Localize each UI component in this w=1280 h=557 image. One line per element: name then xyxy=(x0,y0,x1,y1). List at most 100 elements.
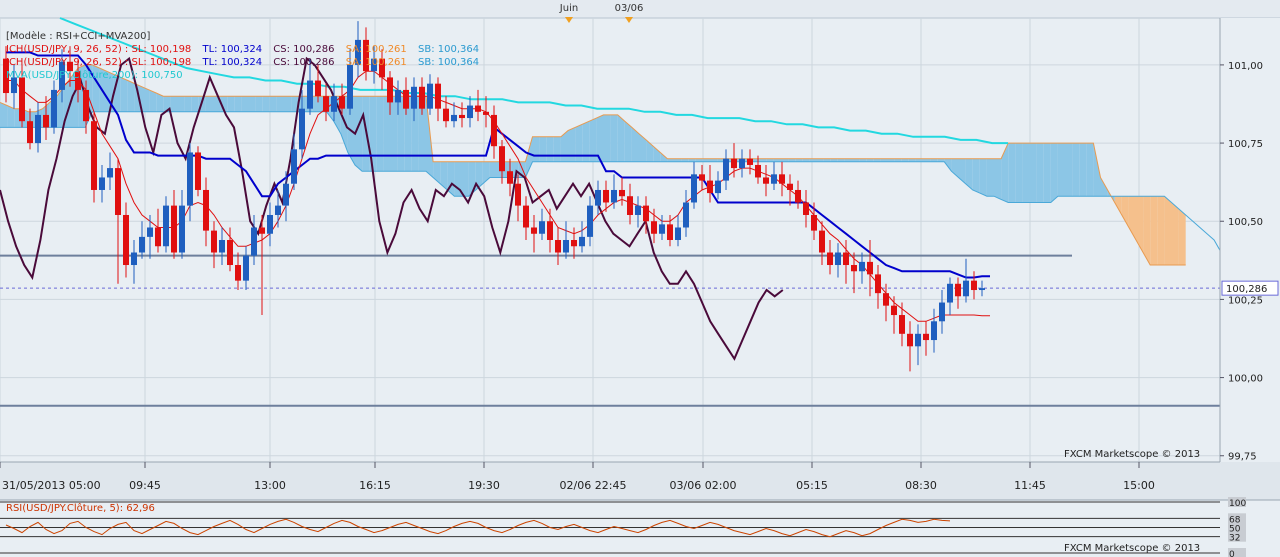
time-axis-bg xyxy=(0,462,1280,502)
candle-bear xyxy=(443,108,449,122)
candle-bear xyxy=(923,333,929,341)
candle-bear xyxy=(435,83,441,109)
price-tick-label: 99,75 xyxy=(1228,452,1257,463)
candle-bear xyxy=(571,240,577,247)
candle-bear xyxy=(627,196,633,215)
cloud-segment xyxy=(923,158,931,162)
cloud-segment xyxy=(759,158,767,162)
legend-ichimoku-row-2: ICH(USD/JPY, 9, 26, 52) : SL: 100,198 TL… xyxy=(6,56,487,69)
time-tick-label: 31/05/2013 05:00 xyxy=(2,479,101,492)
event-bar: Juin 03/06 xyxy=(0,0,1280,23)
candle-bull xyxy=(771,174,777,184)
time-tick-label: 19:30 xyxy=(468,479,500,492)
legend-ich-2: ICH(USD/JPY, 9, 26, 52) : SL: 100,198 xyxy=(6,57,192,68)
candle-bull xyxy=(411,86,417,109)
candle-bear xyxy=(643,205,649,222)
candle-bull xyxy=(99,177,105,190)
time-tick-label: 13:00 xyxy=(254,479,286,492)
time-tick-label: 09:45 xyxy=(129,479,161,492)
candle-bull xyxy=(371,58,377,72)
cloud-segment xyxy=(1086,143,1094,197)
cloud-segment xyxy=(163,96,171,112)
price-tick-label: 100,50 xyxy=(1228,217,1263,228)
candle-bear xyxy=(851,265,857,272)
rsi-level-label: 32 xyxy=(1229,534,1240,544)
candle-bull xyxy=(451,114,457,122)
rsi-level-box xyxy=(1228,513,1246,524)
candle-bull xyxy=(579,236,585,247)
candle-bull xyxy=(979,288,985,291)
cloud-segment xyxy=(241,96,249,112)
candle-bull xyxy=(147,227,153,237)
time-tick-label: 16:15 xyxy=(359,479,391,492)
cloud-segment xyxy=(475,161,483,190)
cloud-segment xyxy=(284,96,292,112)
candle-bear xyxy=(699,174,705,181)
cloud-segment xyxy=(1001,143,1009,203)
candle-bear xyxy=(507,171,513,184)
chikou-span-line xyxy=(0,56,784,361)
candle-bull xyxy=(739,158,745,169)
candle-bull xyxy=(595,189,601,206)
candle-bear xyxy=(883,293,889,306)
candle-bull xyxy=(611,189,617,203)
cloud-segment xyxy=(383,96,391,172)
cloud-segment xyxy=(781,158,789,162)
cloud-segment xyxy=(482,161,490,184)
cloud-segment xyxy=(553,136,561,162)
rsi-level-box xyxy=(1228,548,1246,557)
cloud-segment xyxy=(149,89,157,112)
cloud-segment xyxy=(340,96,348,153)
credit-main: FXCM Marketscope © 2013 xyxy=(1064,449,1201,460)
cloud-segment xyxy=(191,96,199,112)
candle-bull xyxy=(179,205,185,253)
price-tick-label: 100,75 xyxy=(1228,139,1263,150)
candle-bear xyxy=(459,114,465,119)
candle-bear xyxy=(339,96,345,109)
legend-sa-1: SA: 100,261 xyxy=(345,44,407,55)
price-tick-label: 101,00 xyxy=(1228,61,1263,72)
cloud-segment xyxy=(660,152,668,162)
current-price-box xyxy=(1221,280,1279,296)
candle-bear xyxy=(379,58,385,78)
candle-bear xyxy=(3,58,9,94)
time-tick-label: 11:45 xyxy=(1014,479,1046,492)
cloud-segment xyxy=(887,158,895,162)
cloud-segment xyxy=(142,86,150,112)
cloud-segment xyxy=(461,161,469,197)
candle-bear xyxy=(27,121,33,144)
candle-bull xyxy=(835,252,841,266)
event-label: 03/06 xyxy=(615,3,644,14)
candle-bear xyxy=(115,168,121,215)
candle-bull xyxy=(467,105,473,119)
cloud-segment xyxy=(702,158,710,162)
cloud-segment xyxy=(1043,143,1051,203)
cloud-segment xyxy=(1065,143,1073,197)
cloud-segment xyxy=(184,96,192,112)
rsi-level-label: 0 xyxy=(1229,550,1235,557)
candle-bull xyxy=(947,283,953,303)
cloud-segment xyxy=(681,158,689,162)
candle-bear xyxy=(971,280,977,291)
candle-bull xyxy=(395,89,401,103)
cloud-segment xyxy=(489,161,497,178)
candle-bear xyxy=(755,164,761,178)
candle-bear xyxy=(811,214,817,231)
candle-bear xyxy=(603,189,609,203)
cloud-segment xyxy=(177,96,185,112)
candle-bear xyxy=(707,180,713,194)
cloud-segment xyxy=(575,124,583,162)
cloud-segment xyxy=(1072,143,1080,197)
cloud-segment xyxy=(788,158,796,162)
candle-bull xyxy=(859,261,865,272)
cloud-segment xyxy=(631,127,639,162)
legend-cs-2: CS: 100,286 xyxy=(273,57,335,68)
rsi-background xyxy=(0,500,1280,557)
cloud-segment xyxy=(376,96,384,172)
cloud-segment xyxy=(291,96,299,112)
tenkan-sen-line xyxy=(6,70,990,322)
legend-tl-1: TL: 100,324 xyxy=(202,44,263,55)
candle-bear xyxy=(531,227,537,234)
